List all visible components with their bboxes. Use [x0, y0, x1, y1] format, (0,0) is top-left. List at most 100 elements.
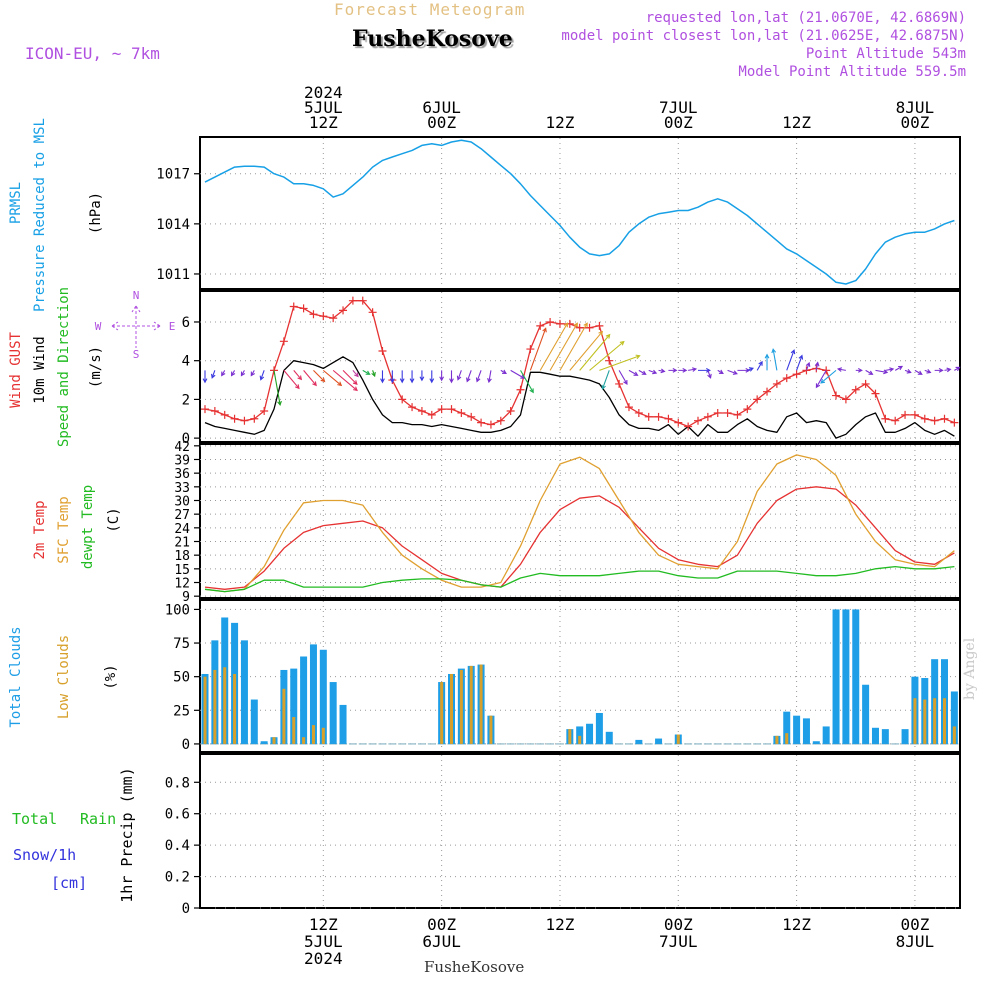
low-cloud-bar	[676, 734, 680, 744]
wind-direction-arrow-icon	[250, 370, 256, 377]
low-cloud-bar	[213, 669, 217, 744]
wind-direction-arrow-icon	[668, 367, 678, 373]
panel-frame-temperature	[199, 443, 961, 599]
gust-point-marker	[851, 385, 860, 394]
wind-direction-arrow-icon	[727, 369, 738, 375]
wind-direction-arrow-icon	[293, 370, 303, 381]
time-label-bottom: 12Z	[782, 915, 811, 934]
wind-direction-arrow-icon	[836, 367, 846, 372]
clouds-unit-label: (%)	[103, 664, 119, 689]
low-cloud-bar	[311, 725, 315, 744]
total-cloud-bar	[842, 609, 850, 744]
y-tick-label: 0	[182, 901, 190, 917]
wind-direction-arrow-icon	[569, 330, 604, 371]
y-tick-label: 9	[182, 590, 190, 605]
gust-point-marker	[240, 416, 249, 425]
low-cloud-bar	[952, 726, 956, 744]
gust-point-marker	[920, 414, 929, 423]
total-cloud-bar	[605, 731, 613, 744]
wind-direction-arrow-icon	[894, 365, 904, 371]
wind-direction-arrow-icon	[814, 361, 820, 371]
wind-direction-arrow-icon	[601, 370, 610, 390]
gust-point-marker	[329, 314, 338, 323]
total-cloud-bar	[950, 691, 958, 744]
wind-direction-arrow-icon	[589, 340, 625, 371]
compass-w: W	[95, 320, 102, 333]
gust-point-marker	[615, 379, 624, 388]
time-label-top: 8JUL	[896, 98, 935, 117]
y-tick-label: 4	[182, 354, 190, 370]
wind-direction-arrow-icon	[764, 353, 770, 371]
wind-direction-arrow-icon	[865, 369, 874, 375]
wind-direction-arrow-icon	[259, 370, 265, 381]
low-cloud-bar	[913, 698, 917, 744]
wind-unit-label: (m/s)	[88, 346, 104, 388]
gust-point-marker	[910, 410, 919, 419]
low-cloud-bar	[450, 673, 453, 744]
gust-point-marker	[713, 408, 722, 417]
gust-point-marker	[832, 391, 841, 400]
total-cloud-bar	[576, 726, 584, 744]
wind-gust-label: Wind GUST	[8, 332, 24, 408]
total-cloud-bar	[339, 704, 347, 744]
gust-point-marker	[516, 385, 525, 394]
gust-point-marker	[348, 296, 357, 305]
wind-speed-series-line	[204, 356, 955, 439]
precip-rain-label: Rain	[80, 810, 116, 828]
wind-direction-arrow-icon	[456, 370, 462, 381]
gust-point-marker	[595, 321, 604, 330]
low-cloud-bar	[272, 737, 276, 744]
wind-direction-arrow-icon	[313, 369, 326, 383]
wind-direction-arrow-icon	[820, 369, 837, 384]
gust-point-marker	[427, 410, 436, 419]
time-label-bottom: 12Z	[546, 915, 575, 934]
y-tick-label: 0.8	[165, 775, 190, 791]
gust-point-marker	[201, 405, 209, 414]
compass-s: S	[133, 348, 140, 361]
forecast-title: Forecast Meteogram	[334, 0, 526, 19]
wind-direction-arrow-icon	[362, 369, 371, 375]
wind-direction-arrow-icon	[231, 370, 236, 377]
wind-direction-arrow-icon	[352, 370, 359, 378]
temp-2m-label: 2m Temp	[32, 500, 48, 559]
low-cloud-bar	[223, 667, 227, 744]
y-tick-label: 30	[174, 494, 190, 509]
wind-direction-arrow-icon	[648, 369, 658, 375]
precip-snow-label: Snow/1h	[13, 846, 76, 864]
gust-point-marker	[901, 410, 910, 419]
panel-frame-pressure	[199, 136, 961, 290]
wind-direction-arrow-icon	[221, 370, 226, 377]
total-cloud-bar	[871, 727, 879, 744]
wind-direction-arrow-icon	[487, 370, 492, 384]
low-cloud-bar	[479, 664, 483, 744]
time-label-top: 12Z	[546, 113, 575, 132]
gust-point-marker	[940, 414, 949, 423]
wind-direction-arrow-icon	[638, 369, 647, 375]
y-tick-label: 39	[174, 453, 190, 468]
y-tick-label: 15	[174, 563, 190, 578]
y-tick-label: 27	[174, 508, 190, 523]
gust-point-marker	[260, 407, 269, 416]
pressure-series-line	[204, 139, 955, 285]
gust-point-marker	[319, 312, 328, 321]
low-cloud-bar	[302, 737, 306, 744]
gust-point-marker	[299, 304, 308, 313]
wind-direction-arrow-icon	[529, 327, 547, 371]
y-tick-label: 21	[174, 536, 190, 551]
y-tick-label: 1017	[156, 167, 190, 183]
total-cloud-bar	[881, 729, 889, 744]
gust-point-marker	[250, 414, 259, 423]
wind-direction-arrow-icon	[322, 369, 343, 387]
wind-direction-arrow-icon	[380, 370, 385, 384]
y-tick-label: 18	[174, 549, 190, 564]
time-label-bottom: 6JUL	[422, 932, 461, 951]
panel-frame-wind	[199, 290, 961, 443]
wind-direction-arrow-icon	[240, 370, 246, 377]
gust-point-marker	[467, 412, 476, 421]
wind-direction-arrow-icon	[510, 369, 526, 379]
gust-point-marker	[289, 302, 298, 311]
gust-point-marker	[763, 387, 772, 396]
temp-dewpt-label: dewpt Temp	[80, 485, 96, 569]
gust-point-marker	[210, 407, 219, 416]
gust-point-marker	[703, 412, 712, 421]
